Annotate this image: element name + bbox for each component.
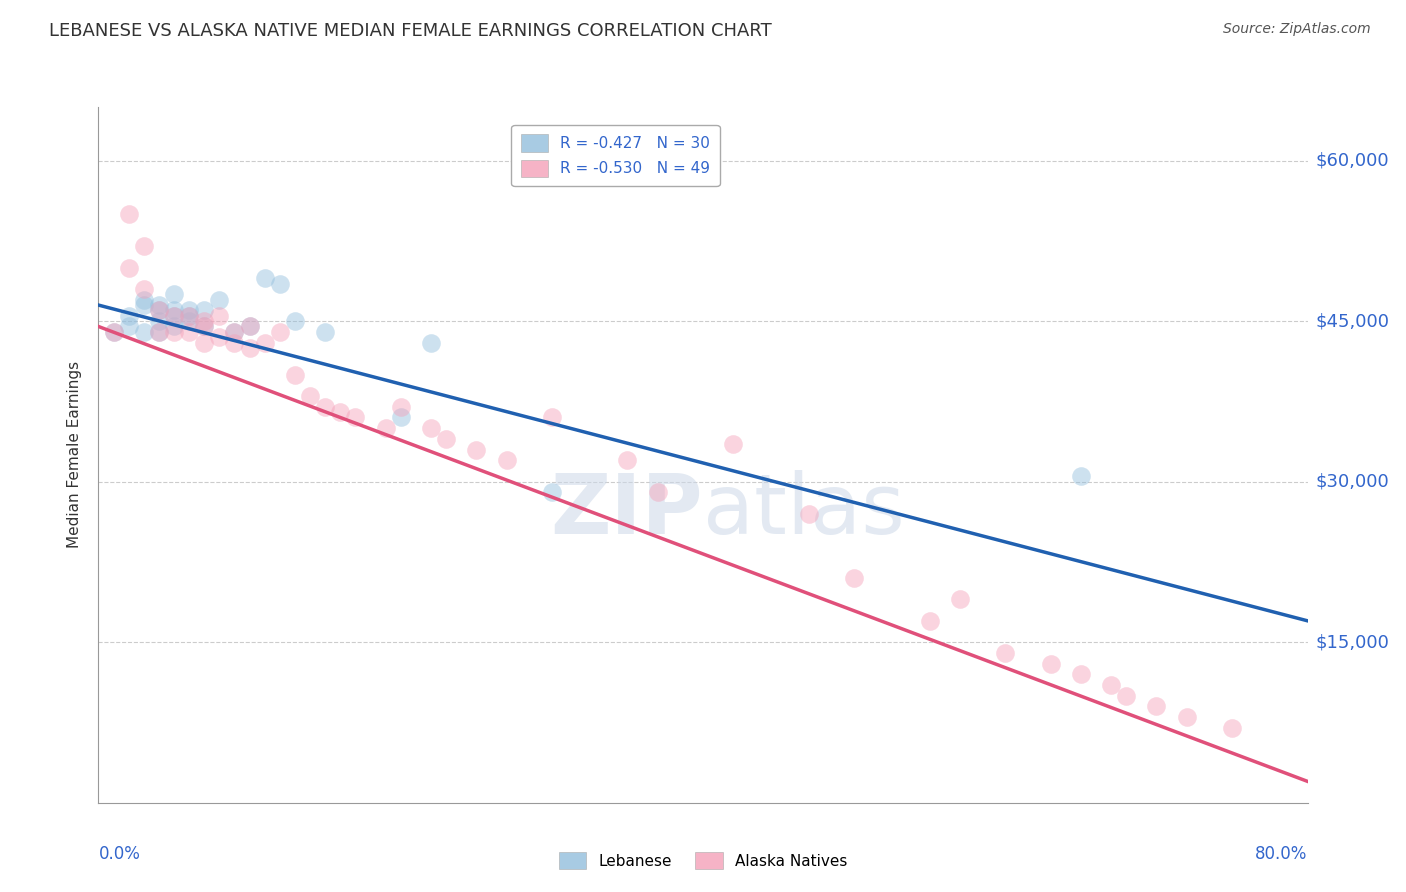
Point [314,400,336,414]
Point [163,325,186,339]
Point [148,314,170,328]
Point [148,303,170,318]
Legend: R = -0.427   N = 30, R = -0.530   N = 49: R = -0.427 N = 30, R = -0.530 N = 49 [512,125,720,186]
Point [721,437,744,451]
Point [374,421,396,435]
Point [177,303,201,318]
Point [344,410,367,425]
Point [132,239,155,253]
Point [118,309,141,323]
Point [163,319,186,334]
Text: $30,000: $30,000 [1316,473,1389,491]
Point [253,335,276,350]
Point [177,325,201,339]
Point [616,453,638,467]
Point [647,485,669,500]
Point [540,485,562,500]
Point [193,303,215,318]
Point [1220,721,1243,735]
Text: $60,000: $60,000 [1316,152,1389,169]
Point [177,309,201,323]
Point [118,207,141,221]
Point [1070,469,1092,483]
Point [208,293,231,307]
Point [224,325,246,339]
Point [419,421,441,435]
Point [419,335,441,350]
Point [132,293,155,307]
Point [1144,699,1167,714]
Point [329,405,352,419]
Point [193,335,215,350]
Point [239,341,262,355]
Point [314,325,336,339]
Point [132,282,155,296]
Point [284,368,307,382]
Point [224,335,246,350]
Point [148,325,170,339]
Point [797,507,820,521]
Point [540,410,562,425]
Point [148,298,170,312]
Point [918,614,941,628]
Point [299,389,322,403]
Text: $45,000: $45,000 [1316,312,1391,330]
Point [253,271,276,285]
Point [994,646,1017,660]
Point [163,309,186,323]
Point [269,325,291,339]
Text: Source: ZipAtlas.com: Source: ZipAtlas.com [1223,22,1371,37]
Point [1115,689,1137,703]
Point [208,330,231,344]
Point [163,309,186,323]
Text: $15,000: $15,000 [1316,633,1389,651]
Point [132,325,155,339]
Point [495,453,517,467]
Point [208,309,231,323]
Point [177,309,201,323]
Point [118,319,141,334]
Point [148,303,170,318]
Point [193,314,215,328]
Point [177,314,201,328]
Point [118,260,141,275]
Point [193,319,215,334]
Point [224,325,246,339]
Point [163,303,186,318]
Text: 0.0%: 0.0% [98,845,141,863]
Y-axis label: Median Female Earnings: Median Female Earnings [67,361,83,549]
Point [1070,667,1092,681]
Text: ZIP: ZIP [551,470,703,551]
Point [1175,710,1198,724]
Point [132,298,155,312]
Point [239,319,262,334]
Point [193,319,215,334]
Point [949,592,972,607]
Point [1039,657,1062,671]
Point [465,442,488,457]
Text: atlas: atlas [703,470,904,551]
Point [269,277,291,291]
Point [239,319,262,334]
Point [163,287,186,301]
Point [103,325,125,339]
Point [148,325,170,339]
Text: LEBANESE VS ALASKA NATIVE MEDIAN FEMALE EARNINGS CORRELATION CHART: LEBANESE VS ALASKA NATIVE MEDIAN FEMALE … [49,22,772,40]
Legend: Lebanese, Alaska Natives: Lebanese, Alaska Natives [553,846,853,875]
Text: 80.0%: 80.0% [1256,845,1308,863]
Point [389,400,412,414]
Point [434,432,457,446]
Point [389,410,412,425]
Point [844,571,866,585]
Point [1099,678,1122,692]
Point [103,325,125,339]
Point [284,314,307,328]
